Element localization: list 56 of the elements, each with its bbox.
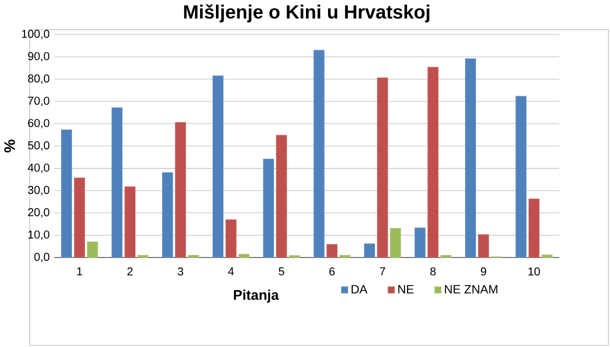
- x-tick-label: 5: [278, 267, 284, 276]
- y-tick-label: 100,0: [22, 30, 50, 40]
- y-tick-label: 50,0: [28, 141, 50, 151]
- bar: [340, 255, 350, 258]
- bar: [377, 78, 388, 258]
- x-tick-label: 2: [127, 267, 133, 276]
- x-tick-label: 7: [380, 267, 386, 276]
- bar: [74, 178, 85, 258]
- x-tick-label: 8: [430, 267, 436, 276]
- bar: [61, 130, 72, 258]
- y-tick-label: 10,0: [28, 230, 50, 240]
- y-tick-label: 30,0: [28, 186, 50, 196]
- y-tick-label: 90,0: [28, 52, 50, 62]
- y-tick-label: 60,0: [28, 119, 50, 128]
- x-tick-label: 10: [528, 267, 540, 276]
- legend-label: NE ZNAM: [444, 285, 498, 294]
- bar: [390, 228, 401, 258]
- bar: [428, 66, 438, 258]
- bar: [289, 255, 300, 258]
- bar: [516, 96, 527, 258]
- x-tick-label: 6: [329, 267, 335, 276]
- bar: [263, 158, 274, 258]
- bar: [314, 50, 325, 258]
- x-tick-label: 9: [480, 267, 486, 276]
- bar: [465, 58, 476, 258]
- bar: [276, 134, 287, 258]
- bar: [212, 76, 224, 258]
- x-axis-title: Pitanja: [234, 290, 279, 303]
- bar: [124, 186, 136, 258]
- bar: [162, 172, 174, 258]
- bar: [528, 198, 540, 258]
- bar: [188, 255, 199, 258]
- y-tick-label: 40,0: [28, 164, 50, 174]
- legend-label: DA: [352, 285, 368, 294]
- bar: [478, 234, 489, 258]
- y-tick-label: 70,0: [28, 96, 50, 106]
- y-tick-label: 80,0: [28, 74, 50, 84]
- bar: [238, 254, 250, 258]
- bar: [414, 228, 426, 258]
- bar: [542, 254, 552, 258]
- bar: [364, 243, 376, 258]
- y-tick-label: 0,0: [34, 252, 50, 262]
- bar: [440, 255, 452, 258]
- chart-title: Mišljenje o Kini u Hrvatskoj: [184, 4, 430, 22]
- bar: [87, 242, 98, 258]
- y-tick-label: 20,0: [28, 208, 50, 218]
- x-tick-label: 1: [77, 267, 82, 276]
- x-tick-label: 4: [228, 267, 234, 276]
- y-axis-title: %: [4, 140, 15, 152]
- x-tick-label: 3: [178, 267, 184, 276]
- bar: [138, 255, 148, 258]
- legend-label: NE: [398, 285, 414, 294]
- bar: [226, 219, 236, 258]
- bar: [112, 107, 123, 258]
- bar: [175, 122, 186, 258]
- bar: [326, 244, 338, 258]
